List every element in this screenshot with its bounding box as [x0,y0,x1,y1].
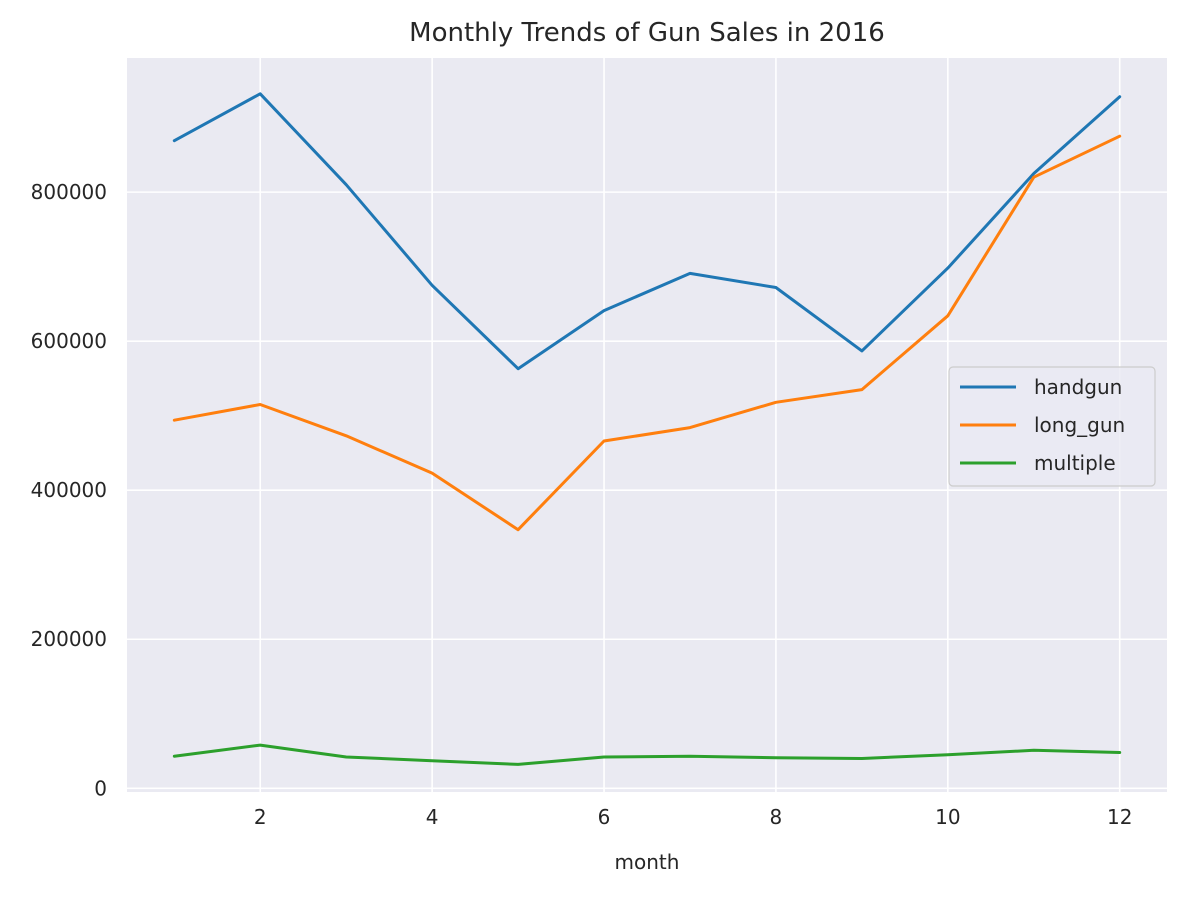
legend: handgun long_gun multiple [948,366,1156,487]
x-tick-label: 6 [598,805,611,829]
x-axis-label: month [615,850,680,874]
y-tick-label: 600000 [31,329,107,353]
y-tick-label: 400000 [31,478,107,502]
y-tick-labels: 0 200000 400000 600000 800000 [31,180,107,800]
y-tick-label: 800000 [31,180,107,204]
y-tick-label: 200000 [31,627,107,651]
x-tick-label: 4 [426,805,439,829]
x-tick-label: 12 [1107,805,1132,829]
legend-label-multiple: multiple [1034,451,1116,475]
legend-label-handgun: handgun [1034,375,1122,399]
x-tick-label: 10 [935,805,960,829]
chart-title: Monthly Trends of Gun Sales in 2016 [409,18,885,48]
legend-label-long-gun: long_gun [1034,413,1125,437]
series-line-multiple [172,743,1122,766]
legend-box [948,366,1156,487]
x-tick-label: 8 [770,805,783,829]
grid-lines [127,58,1167,792]
series-line-handgun [172,92,1122,371]
series-line-long-gun [172,134,1122,532]
x-tick-labels: 2 4 6 8 10 12 [254,805,1133,829]
y-tick-label: 0 [94,776,107,800]
series-lines [172,92,1122,766]
x-tick-label: 2 [254,805,267,829]
